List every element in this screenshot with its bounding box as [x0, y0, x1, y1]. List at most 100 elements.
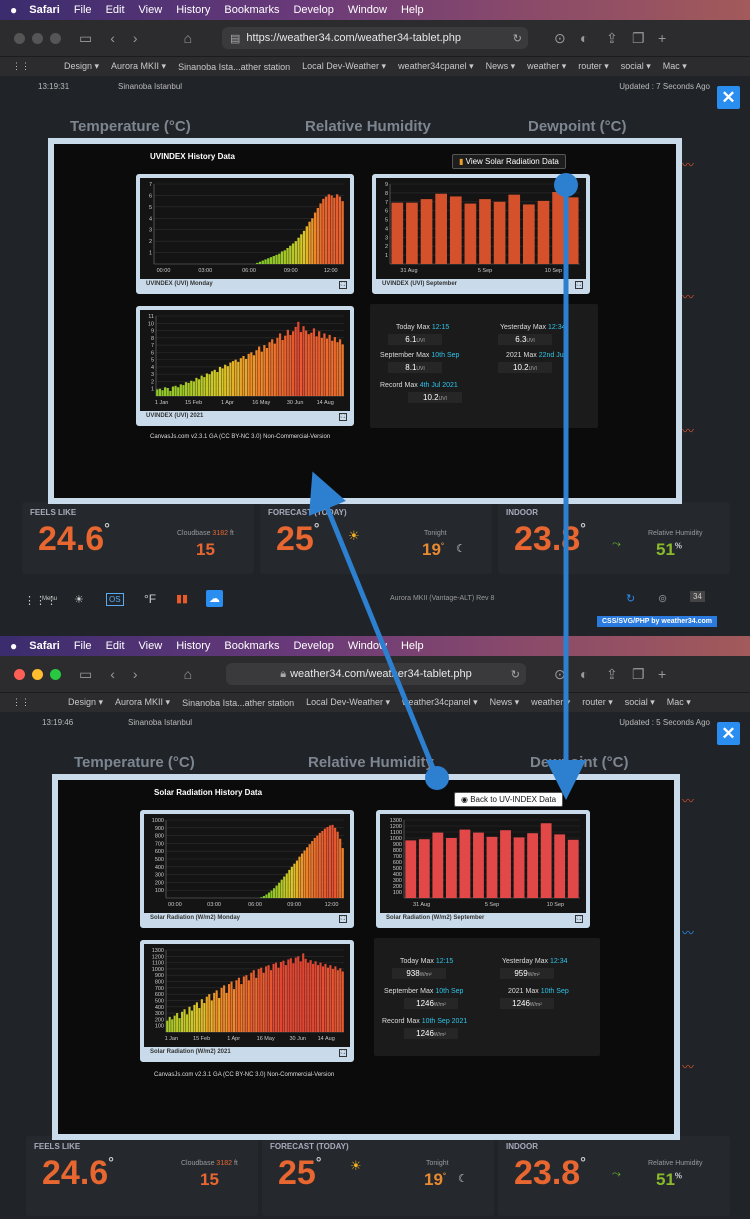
solar-day-chart[interactable]: 100 200 300 400 500 600 700 800 900 1000 00:00 03:0…	[140, 810, 354, 928]
bar[interactable]	[326, 827, 329, 898]
menu-file[interactable]: File	[73, 4, 92, 16]
home-icon[interactable]: ⌂	[183, 666, 193, 682]
bar[interactable]	[205, 996, 208, 1032]
bar[interactable]	[293, 863, 296, 898]
bar[interactable]	[295, 860, 299, 898]
bar[interactable]	[171, 1019, 174, 1032]
bar[interactable]	[208, 994, 211, 1032]
bar[interactable]	[320, 337, 323, 396]
bar[interactable]	[277, 967, 280, 1032]
bar[interactable]	[237, 361, 240, 396]
bar[interactable]	[328, 825, 332, 898]
bar[interactable]	[260, 967, 263, 1032]
menu-label[interactable]: Menu	[42, 596, 58, 602]
menu-window[interactable]: Window	[347, 640, 387, 652]
bar[interactable]	[213, 369, 216, 396]
menu-develop[interactable]: Develop	[293, 4, 334, 16]
bar[interactable]	[331, 340, 334, 396]
tabs-icon[interactable]: ❐	[632, 665, 645, 682]
bookmark-aurora[interactable]: Aurora MKII ▾	[111, 61, 167, 71]
bar[interactable]	[223, 985, 226, 1032]
bookmark-news[interactable]: News ▾	[489, 697, 520, 707]
bar[interactable]	[309, 960, 312, 1032]
bar[interactable]	[527, 833, 539, 898]
bar[interactable]	[261, 260, 264, 264]
share-icon[interactable]: ⇪	[606, 29, 618, 46]
forward-icon[interactable]: ›	[132, 666, 138, 682]
bar[interactable]	[218, 366, 222, 396]
bar[interactable]	[473, 832, 484, 898]
sidebar-icon[interactable]: ▭	[79, 665, 93, 682]
bar[interactable]	[338, 196, 342, 264]
bookmark-mac[interactable]: Mac ▾	[662, 61, 687, 71]
bar[interactable]	[269, 257, 273, 264]
back-icon[interactable]: ‹	[110, 666, 115, 682]
bar[interactable]	[161, 390, 164, 396]
bar[interactable]	[262, 896, 265, 898]
bar[interactable]	[258, 261, 262, 264]
bar[interactable]	[283, 876, 286, 898]
bar[interactable]	[245, 975, 248, 1032]
bar[interactable]	[213, 992, 216, 1032]
bar[interactable]	[297, 956, 300, 1032]
bar[interactable]	[325, 338, 329, 396]
window-controls[interactable]	[14, 32, 61, 44]
bar[interactable]	[231, 361, 235, 396]
bar[interactable]	[268, 342, 271, 396]
tabs-icon[interactable]: ❐	[632, 29, 645, 46]
menu-edit[interactable]: Edit	[105, 640, 125, 652]
bar[interactable]	[265, 966, 268, 1032]
bar[interactable]	[179, 384, 182, 396]
bar[interactable]	[328, 334, 331, 396]
bar[interactable]	[275, 885, 278, 898]
bar[interactable]	[311, 841, 314, 898]
menu-edit[interactable]: Edit	[105, 4, 125, 16]
bar[interactable]	[250, 972, 253, 1032]
bar[interactable]	[229, 362, 232, 396]
bar[interactable]	[171, 386, 175, 396]
bar[interactable]	[267, 892, 271, 898]
bar[interactable]	[311, 218, 314, 264]
expand-icon[interactable]: ⛶	[575, 915, 583, 923]
bar[interactable]	[235, 980, 238, 1032]
bar[interactable]	[304, 958, 307, 1032]
bar[interactable]	[185, 1014, 189, 1032]
download-icon[interactable]: ⊙	[554, 29, 566, 46]
bar[interactable]	[274, 962, 278, 1032]
bar[interactable]	[292, 963, 295, 1032]
bar[interactable]	[336, 831, 339, 898]
bookmark-router[interactable]: router ▾	[578, 61, 609, 71]
bar[interactable]	[318, 832, 321, 898]
bookmark-router[interactable]: router ▾	[582, 697, 613, 707]
bar[interactable]	[297, 237, 300, 264]
menu-safari[interactable]: Safari	[29, 640, 60, 652]
bar[interactable]	[190, 1010, 194, 1032]
bar[interactable]	[316, 208, 320, 264]
bookmark-news[interactable]: News ▾	[485, 61, 516, 71]
bar[interactable]	[256, 262, 259, 264]
bar[interactable]	[329, 965, 332, 1032]
reload-icon[interactable]: ↻	[512, 32, 522, 45]
menu-history[interactable]: History	[176, 4, 211, 16]
bar[interactable]	[279, 961, 283, 1032]
bar[interactable]	[493, 201, 506, 264]
bar[interactable]	[276, 337, 279, 396]
bar[interactable]	[339, 968, 342, 1032]
weather34-logo-icon[interactable]: 34	[690, 591, 705, 602]
bookmark-mac[interactable]: Mac ▾	[666, 697, 691, 707]
bar[interactable]	[226, 366, 229, 396]
bar[interactable]	[260, 351, 263, 396]
home-icon[interactable]: ⌂	[183, 30, 193, 46]
bar[interactable]	[294, 326, 297, 396]
menu-bookmarks[interactable]: Bookmarks	[224, 640, 280, 652]
bar[interactable]	[321, 830, 324, 898]
bar[interactable]	[313, 212, 317, 264]
bar[interactable]	[215, 990, 218, 1032]
bar[interactable]	[318, 331, 321, 396]
bar[interactable]	[267, 258, 270, 264]
bar[interactable]	[187, 382, 190, 396]
bar[interactable]	[319, 203, 322, 264]
bar[interactable]	[308, 844, 311, 898]
bar[interactable]	[312, 328, 316, 396]
shield-icon[interactable]: ◐	[580, 30, 589, 46]
